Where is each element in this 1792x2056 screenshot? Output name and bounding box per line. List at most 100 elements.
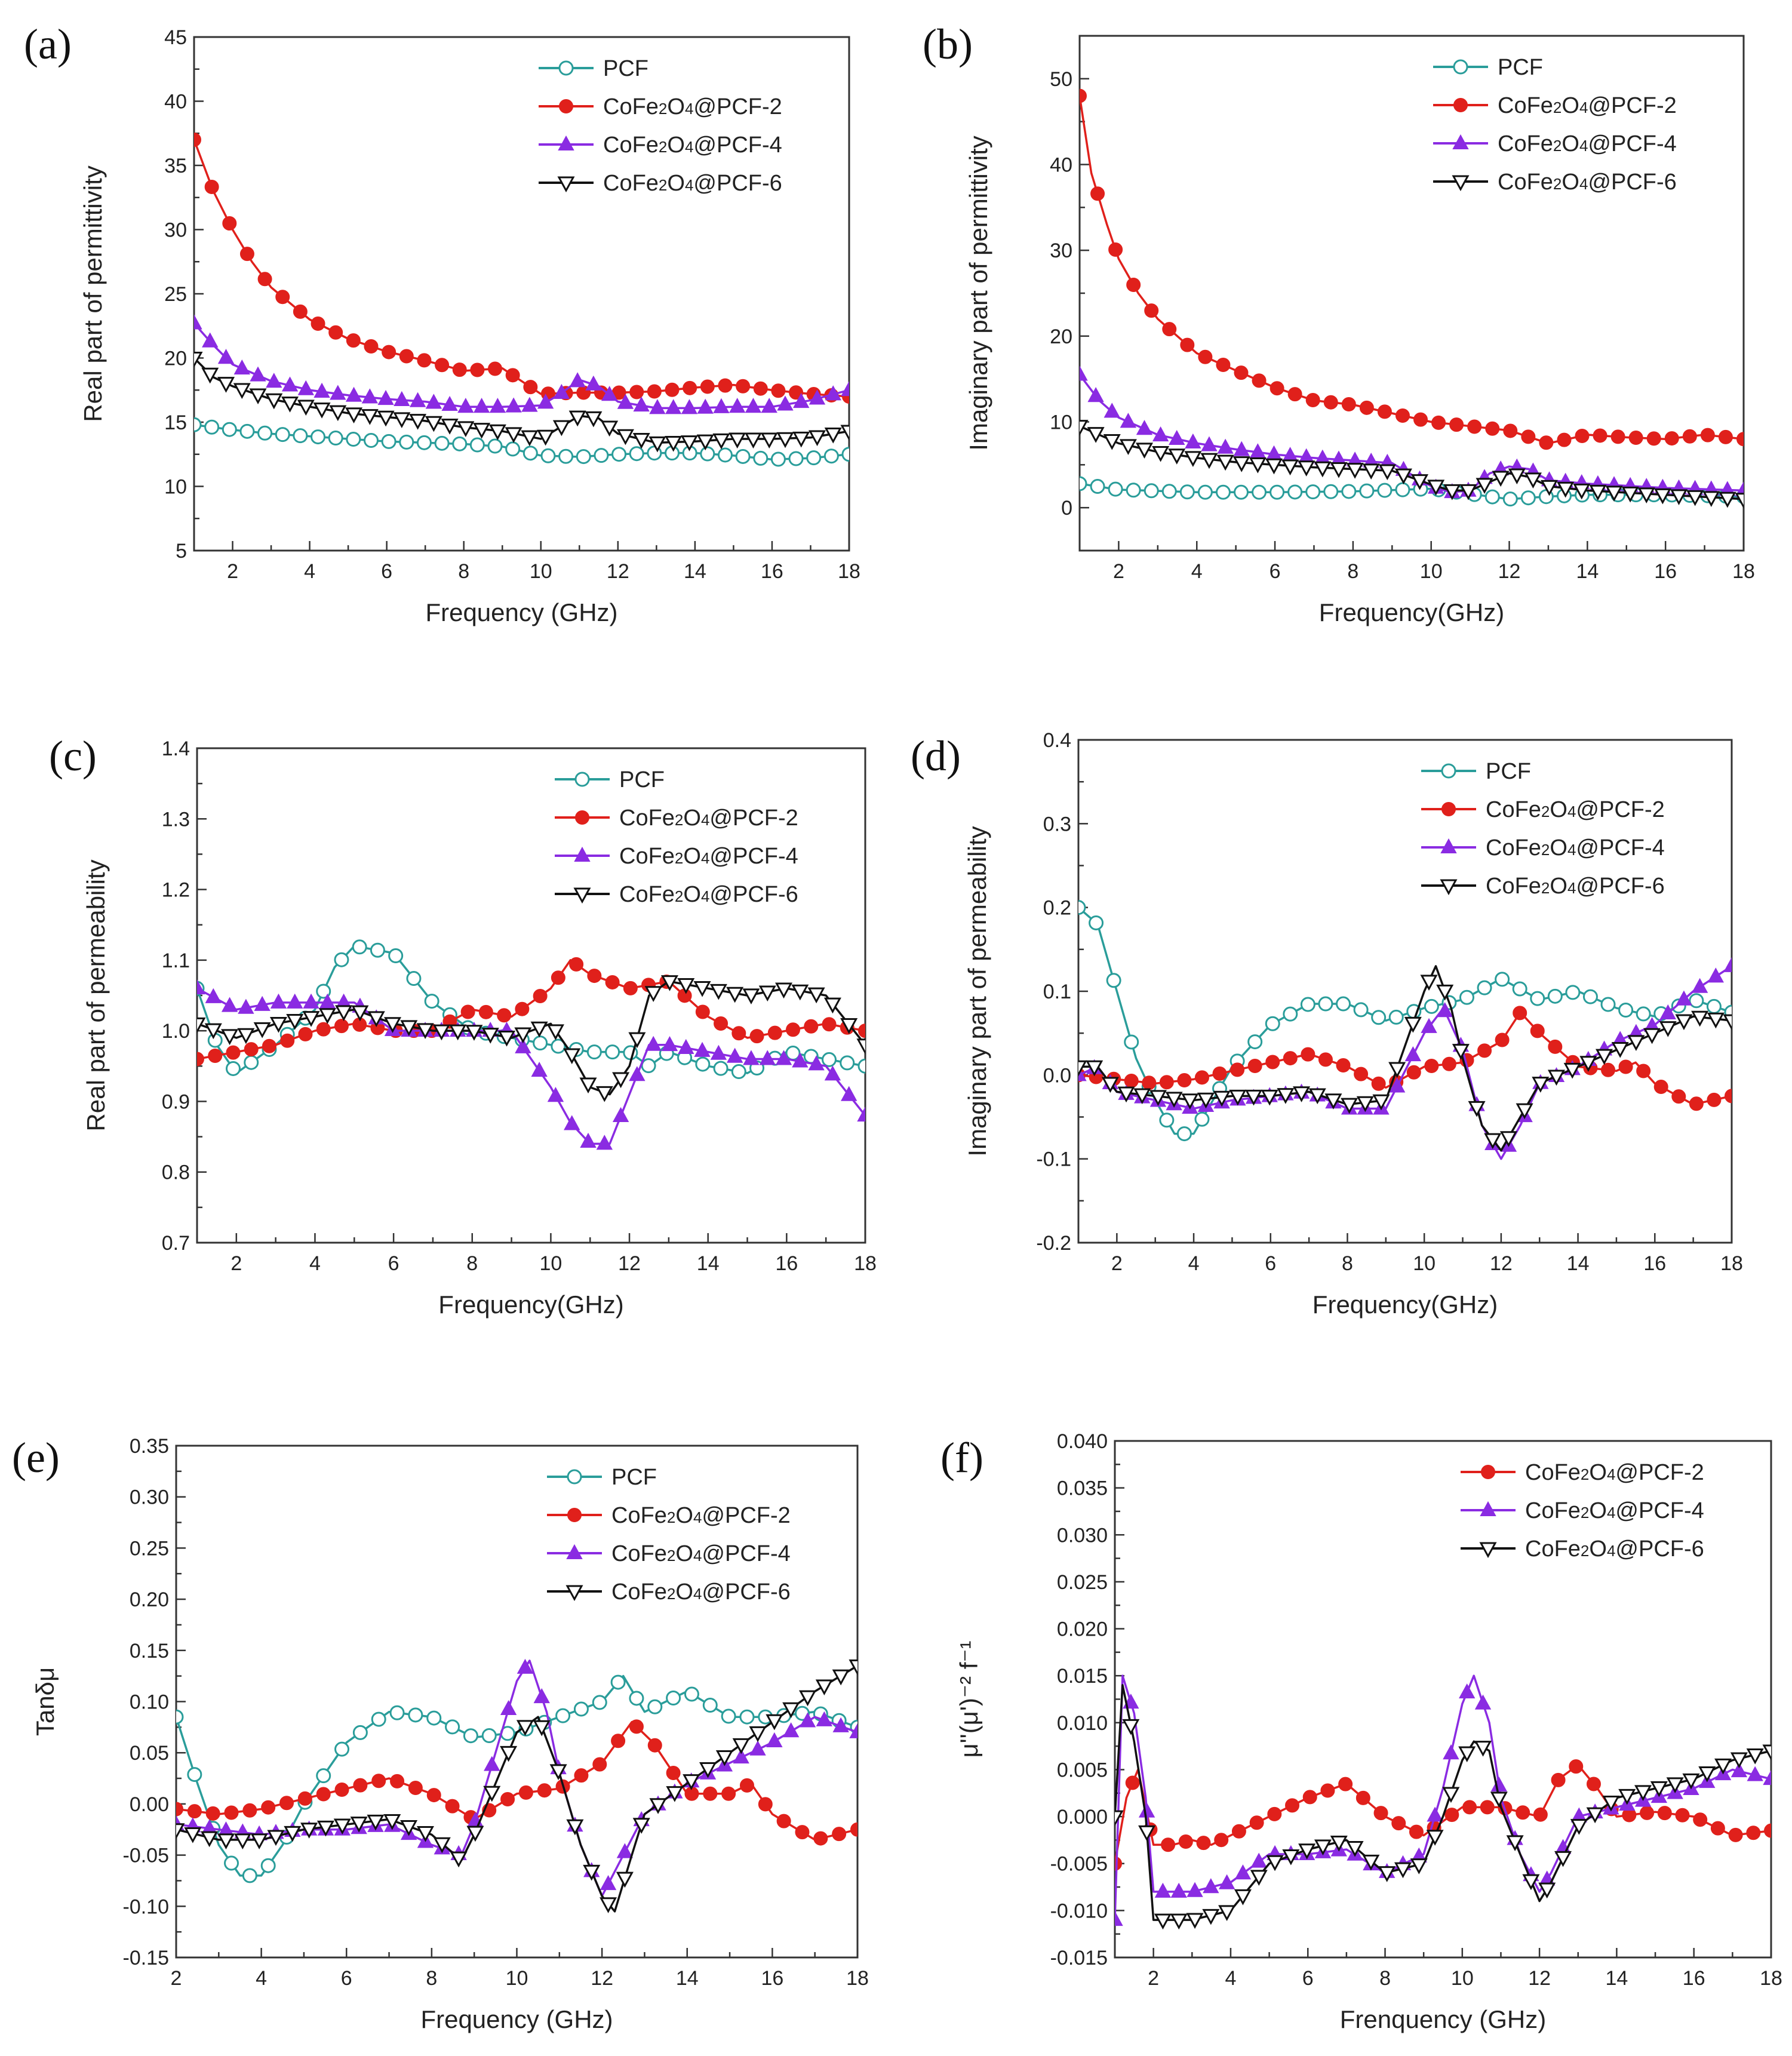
legend-marker — [557, 176, 575, 193]
data-point — [261, 1800, 276, 1815]
y-tick-label: 0.2 — [1043, 897, 1071, 920]
data-point — [1474, 1694, 1492, 1710]
data-point — [1533, 1807, 1548, 1822]
data-point — [1762, 1744, 1771, 1761]
data-point — [257, 272, 272, 287]
data-point — [194, 417, 202, 432]
data-point — [1506, 1835, 1524, 1852]
data-point — [666, 1690, 681, 1705]
data-point — [416, 1826, 434, 1842]
data-point — [1706, 998, 1722, 1014]
data-point — [858, 1024, 865, 1038]
data-point — [1512, 981, 1527, 997]
data-point — [665, 435, 683, 452]
data-point — [222, 216, 237, 231]
data-point — [782, 1702, 800, 1719]
data-point — [1747, 1766, 1763, 1781]
data-point — [1593, 428, 1607, 443]
data-point — [463, 1728, 478, 1744]
data-point — [408, 1781, 423, 1796]
data-point — [426, 1788, 441, 1803]
data-point — [695, 1056, 711, 1072]
data-point — [1152, 426, 1169, 442]
data-point — [530, 1021, 548, 1038]
data-point — [452, 436, 468, 451]
legend-item: CoFe2O4@PCF-2 — [1421, 797, 1665, 822]
series-CoFe2O4@PCF-6 — [1115, 1684, 1771, 1930]
data-point — [313, 402, 331, 419]
legend-marker — [559, 99, 573, 113]
data-point — [1714, 1758, 1732, 1775]
x-tick-label: 18 — [1732, 560, 1755, 583]
data-point — [1653, 1080, 1668, 1095]
data-point — [1388, 1077, 1406, 1093]
series-PCF — [176, 1674, 857, 1883]
data-point — [1314, 461, 1332, 478]
data-point — [1170, 1882, 1187, 1898]
legend-label: CoFe2O4@PCF-2 — [619, 806, 798, 831]
legend-label: CoFe2O4@PCF-6 — [619, 882, 798, 907]
data-point — [1320, 1783, 1335, 1798]
data-point — [1675, 1014, 1693, 1031]
data-point — [709, 984, 727, 1000]
y-tick-label: 0.30 — [130, 1486, 169, 1509]
data-point — [1080, 365, 1088, 381]
data-point — [585, 411, 603, 428]
data-point — [616, 1843, 634, 1858]
data-point — [1330, 462, 1348, 478]
data-point — [176, 1709, 184, 1725]
data-point — [1468, 1101, 1486, 1117]
data-point — [316, 1787, 331, 1802]
series-line — [197, 945, 865, 1074]
data-point — [1214, 1833, 1229, 1848]
data-point — [1490, 1791, 1508, 1808]
data-point — [425, 416, 442, 432]
data-point — [595, 1086, 613, 1102]
data-point — [1249, 1815, 1264, 1830]
legend-marker — [566, 1544, 583, 1559]
y-tick-label: 0.1 — [1043, 981, 1071, 1003]
data-point — [600, 1897, 617, 1913]
y-tick-label: -0.10 — [123, 1895, 170, 1918]
data-point — [311, 316, 325, 331]
data-point — [1377, 483, 1393, 498]
data-point — [1579, 1056, 1597, 1072]
data-point — [1521, 429, 1536, 444]
data-point — [1341, 1098, 1358, 1114]
data-point — [547, 1087, 564, 1102]
series-CoFe2O4@PCF-6 — [1078, 965, 1732, 1152]
data-point — [629, 1719, 644, 1734]
data-point — [208, 1049, 223, 1064]
data-point — [297, 380, 314, 395]
legend-marker — [574, 846, 591, 862]
data-point — [786, 1022, 801, 1037]
x-tick-label: 6 — [1302, 1967, 1314, 1990]
data-point — [1126, 483, 1141, 498]
x-tick-label: 6 — [381, 560, 392, 583]
data-point — [1710, 1821, 1725, 1836]
data-point — [856, 1038, 865, 1055]
data-point — [1746, 1825, 1761, 1840]
data-point — [205, 1806, 220, 1821]
data-point — [700, 446, 715, 462]
data-point — [1427, 1806, 1443, 1822]
data-point — [721, 1786, 736, 1801]
data-point — [816, 1711, 833, 1726]
data-point — [721, 1708, 736, 1724]
x-tick-label: 8 — [1342, 1252, 1353, 1275]
data-point — [194, 133, 201, 147]
data-point — [293, 428, 308, 444]
data-point — [629, 385, 644, 399]
data-point — [505, 397, 522, 413]
data-point — [484, 1756, 500, 1771]
y-axis-title: Real part of permittivity — [79, 165, 107, 422]
data-point — [244, 1042, 259, 1057]
data-point — [197, 979, 205, 995]
data-point — [1078, 1060, 1087, 1077]
data-point — [1420, 975, 1438, 991]
y-tick-label: -0.2 — [1036, 1232, 1071, 1255]
data-point — [1308, 1088, 1326, 1105]
data-point — [533, 988, 548, 1003]
legend-marker — [1440, 838, 1457, 853]
x-tick-label: 10 — [1451, 1967, 1474, 1990]
